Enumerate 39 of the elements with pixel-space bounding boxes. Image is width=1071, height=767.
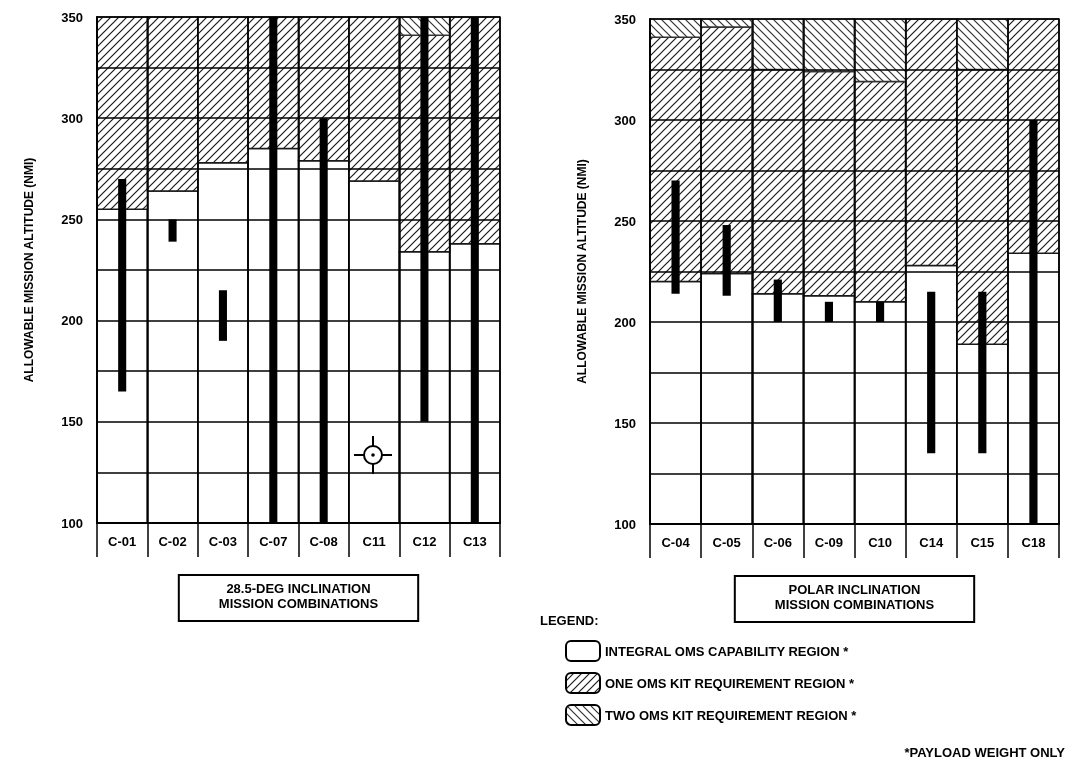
y-tick-label: 350 <box>61 9 83 25</box>
x-tick-label: C11 <box>362 534 386 549</box>
y-tick-label: 200 <box>61 313 83 329</box>
legend-title: LEGEND: <box>540 613 599 628</box>
text: *PAYLOAD WEIGHT ONLY <box>904 745 1066 760</box>
x-tick-label: C-04 <box>661 535 691 550</box>
y-tick-label: 300 <box>61 110 83 126</box>
x-tick-label: C-06 <box>763 535 792 550</box>
y-tick-label: 150 <box>614 415 636 431</box>
y-axis-title: ALLOWABLE MISSION ALTITUDE (NMI) <box>22 157 36 383</box>
x-tick-label: C-02 <box>158 534 187 549</box>
x-tick-label: C12 <box>412 534 437 549</box>
x-tick-label: C-03 <box>208 534 238 549</box>
legend-label: TWO OMS KIT REQUIREMENT REGION * <box>605 707 858 723</box>
legend-label: INTEGRAL OMS CAPABILITY REGION * <box>605 643 850 659</box>
legend-label: ONE OMS KIT REQUIREMENT REGION * <box>605 675 856 691</box>
x-tick-label: C-08 <box>309 534 338 549</box>
y-tick-label: 250 <box>614 213 636 229</box>
y-tick-label: 350 <box>614 11 636 27</box>
x-tick-label: C18 <box>1021 535 1046 550</box>
x-tick-label: C-05 <box>712 535 741 550</box>
x-tick-label: C14 <box>919 535 944 550</box>
y-tick-label: 300 <box>614 112 636 128</box>
y-axis-title: ALLOWABLE MISSION ALTITUDE (NMI) <box>575 159 589 384</box>
x-tick-label: C-01 <box>108 534 137 549</box>
bar <box>96 16 149 211</box>
x-axis-title: POLAR INCLINATION MISSION COMBINATIONS <box>774 582 935 612</box>
x-axis-title: 28.5-DEG INCLINATION MISSION COMBINATIONS <box>218 581 379 611</box>
x-tick-label: C-07 <box>259 534 288 549</box>
y-tick-label: 100 <box>61 515 83 531</box>
y-tick-label: 100 <box>614 516 636 532</box>
y-tick-label: 200 <box>614 314 636 330</box>
x-tick-label: C-09 <box>814 535 844 550</box>
x-tick-label: C15 <box>970 535 995 550</box>
bar <box>348 16 400 182</box>
x-tick-label: C13 <box>462 534 487 549</box>
y-tick-label: 250 <box>61 211 83 227</box>
x-tick-label: C10 <box>868 535 892 550</box>
y-tick-label: 150 <box>61 414 83 430</box>
